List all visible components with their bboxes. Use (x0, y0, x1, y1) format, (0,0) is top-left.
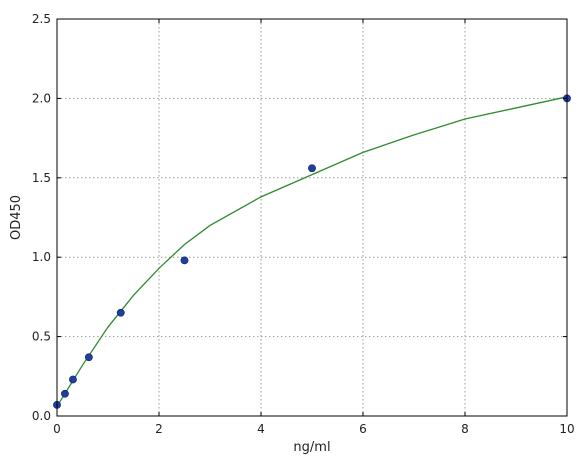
y-tick-label: 0.0 (32, 409, 51, 423)
y-tick-label: 2.0 (32, 91, 51, 105)
x-tick-label: 4 (257, 422, 265, 436)
axis-ticks: 0 2 4 6 8 10 0.0 0.5 1.0 1.5 2.0 2.5 (32, 12, 575, 436)
fit-curve-line (56, 96, 568, 407)
data-point (61, 389, 69, 398)
grid-lines (57, 19, 567, 416)
y-tick-label: 2.5 (32, 12, 51, 26)
x-tick-label: 8 (461, 422, 469, 436)
x-tick-label: 0 (53, 422, 61, 436)
y-tick-label: 0.5 (32, 330, 51, 344)
data-point (116, 308, 125, 317)
data-point (308, 164, 316, 173)
data-points-layer (53, 94, 571, 409)
data-point (84, 353, 93, 362)
x-axis-label: ng/ml (293, 440, 330, 455)
data-point (180, 256, 189, 265)
x-tick-label: 10 (559, 422, 574, 436)
data-point (69, 375, 77, 384)
y-tick-label: 1.5 (32, 171, 51, 185)
fit-curve-layer (56, 96, 568, 407)
x-tick-label: 2 (155, 422, 163, 436)
y-axis-label: OD450 (9, 195, 24, 240)
plot-frame (56, 18, 568, 417)
x-tick-label: 6 (359, 422, 367, 436)
y-tick-label: 1.0 (32, 250, 51, 264)
